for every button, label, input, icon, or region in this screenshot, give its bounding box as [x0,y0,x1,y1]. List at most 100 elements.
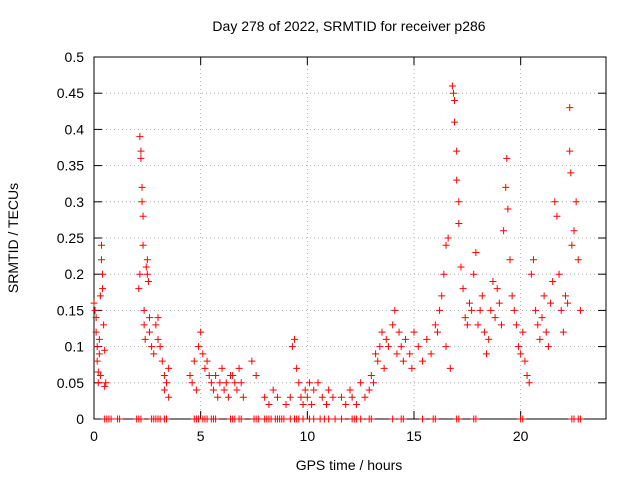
data-point [395,328,403,336]
data-point [449,89,457,97]
data-point [376,343,384,351]
data-point [555,270,563,278]
data-point [495,299,503,307]
data-point [156,343,164,351]
data-point [483,350,491,358]
data-point [280,415,288,423]
data-point [93,343,101,351]
data-point [148,343,156,351]
data-point [186,372,194,380]
data-point [235,364,243,372]
data-point [423,335,431,343]
data-point [540,292,548,300]
data-point [508,292,516,300]
data-point [493,285,501,293]
data-point [331,415,339,423]
data-point [519,415,527,423]
data-point [576,415,584,423]
x-tick-label: 5 [197,428,205,444]
data-point [224,393,232,401]
data-point [559,328,567,336]
data-point [136,270,144,278]
data-point [205,372,213,380]
data-point [154,335,162,343]
data-point [305,379,313,387]
data-point [365,386,373,394]
data-point [444,234,452,242]
data-point [139,241,147,249]
data-point [357,379,365,387]
data-point [237,379,245,387]
data-point [248,357,256,365]
data-point [504,205,512,213]
data-point [252,372,260,380]
data-point [399,415,407,423]
data-point [419,357,427,365]
tick-labels: 0 0.05 0.1 0.15 0.2 0.25 0.3 0.35 0.4 0.45 0.5 0 5 10… [57,49,529,444]
data-point [532,306,540,314]
data-point [453,176,461,184]
x-tick-label: 20 [513,428,529,444]
data-point [325,386,333,394]
data-point [308,401,316,409]
data-point [465,299,473,307]
data-point [141,335,149,343]
data-point [318,393,326,401]
data-point [165,393,173,401]
data-point [553,212,561,220]
data-point [414,343,422,351]
data-point [299,415,307,423]
data-point [384,343,392,351]
data-point [476,306,484,314]
data-point [472,415,480,423]
data-point [455,198,463,206]
data-point [438,292,446,300]
y-tick-label: 0.25 [57,230,84,246]
data-point [293,364,301,372]
data-point [547,299,555,307]
data-point [95,335,103,343]
y-tick-label: 0.1 [65,339,85,355]
data-point [570,227,578,235]
data-point [538,314,546,322]
data-point [401,335,409,343]
data-point [337,393,345,401]
data-point [282,401,290,409]
data-point [472,248,480,256]
data-point [525,379,533,387]
data-point [348,393,356,401]
data-point [237,415,245,423]
data-point [374,357,382,365]
data-point [136,133,144,141]
data-point [216,379,224,387]
data-point [408,364,416,372]
data-point [163,379,171,387]
data-point [410,328,418,336]
data-point [145,328,153,336]
data-point [372,350,380,358]
data-point [137,154,145,162]
data-point [150,350,158,358]
data-point [101,346,109,354]
data-point [572,198,580,206]
y-tick-label: 0.45 [57,85,84,101]
chart-title: Day 278 of 2022, SRMTID for receiver p28… [212,18,485,34]
data-point [152,321,160,329]
data-point [297,393,305,401]
data-point [95,350,103,358]
data-point [100,321,108,329]
data-point [195,343,203,351]
data-point [143,270,151,278]
data-point [92,328,100,336]
data-point [503,154,511,162]
data-point [442,343,450,351]
data-point [140,321,148,329]
data-point [158,357,166,365]
data-point [288,343,296,351]
data-point [431,321,439,329]
data-point [474,321,482,329]
data-point [269,386,277,394]
data-point [102,379,110,387]
data-point [201,364,209,372]
data-point [406,350,414,358]
